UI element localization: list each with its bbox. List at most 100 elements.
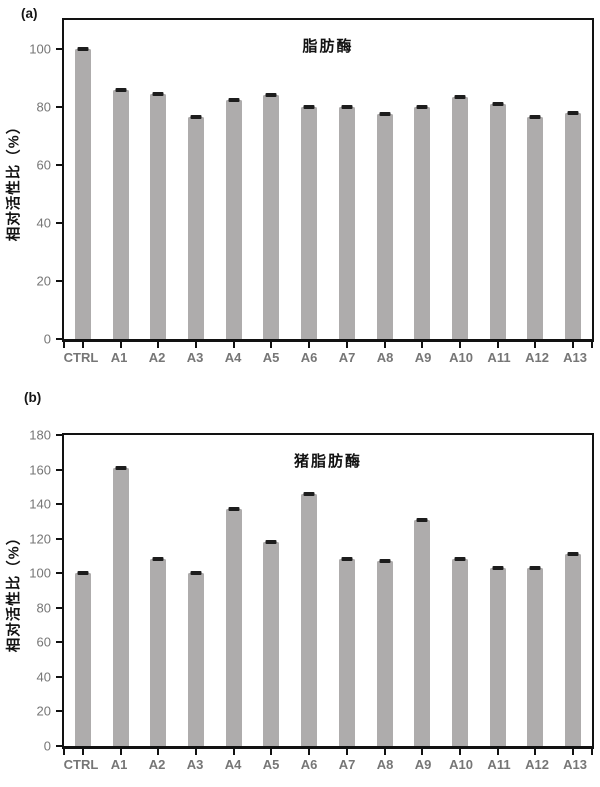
y-tick-label: 80: [36, 99, 51, 115]
x-tick-label: A6: [300, 757, 318, 772]
x-tick-label: A9: [414, 757, 432, 772]
bar-A5: [263, 540, 280, 746]
y-axis-tick: [56, 48, 63, 50]
y-axis-tick: [56, 106, 63, 108]
error-bar-cap: [228, 97, 240, 102]
x-tick-label: A3: [186, 350, 204, 365]
error-bar-cap: [341, 557, 353, 562]
x-tick-label: A9: [414, 350, 432, 365]
x-tick-label: A12: [525, 757, 549, 772]
bar-A12: [527, 566, 544, 746]
x-tick-label: A5: [262, 350, 280, 365]
y-tick-label: 40: [36, 215, 51, 231]
y-tick-label: 20: [36, 703, 51, 719]
x-axis-tick: [383, 749, 386, 755]
x-tick-label: A10: [449, 757, 473, 772]
plot-area-b: 猪脂肪酶: [56, 433, 594, 755]
x-tick-label: A2: [148, 757, 166, 772]
x-axis-corner-tick: [591, 749, 593, 755]
x-axis-corner-tick: [591, 342, 593, 348]
x-axis-tick: [345, 342, 348, 348]
bar-A13: [565, 552, 582, 746]
x-axis-tick: [232, 342, 235, 348]
x-axis-labels-b: CTRL A1 A2 A3 A4 A5 A6 A7 A8 A9 A10 A11 A12 A13: [62, 757, 594, 775]
y-tick-label: 100: [29, 41, 51, 57]
x-axis-tick: [157, 749, 160, 755]
x-tick-label: A3: [186, 757, 204, 772]
y-axis-tick: [56, 280, 63, 282]
y-axis-tick: [56, 641, 63, 644]
panel-label-a: (a): [21, 6, 38, 21]
x-tick-label: A6: [300, 350, 318, 365]
x-axis-corner-tick: [63, 342, 65, 348]
error-bar-cap: [152, 91, 164, 96]
y-tick-label: 180: [29, 427, 51, 443]
y-tick-label: 60: [36, 634, 51, 650]
error-bar-cap: [115, 87, 127, 92]
bar-A12: [527, 115, 544, 339]
error-bar-cap: [152, 557, 164, 562]
y-axis-tick: [56, 338, 63, 340]
x-tick-label: A8: [376, 350, 394, 365]
error-bar-cap: [228, 507, 240, 512]
bar-A1: [112, 465, 129, 746]
x-tick-label: A13: [563, 757, 587, 772]
bar-A3: [188, 115, 204, 339]
bar-A2: [150, 557, 167, 746]
y-axis-tick: [56, 537, 63, 540]
bar-A2: [150, 91, 167, 339]
y-axis-tick-labels-b: 0 20 40 60 80 100 120 140 160 180: [0, 429, 54, 753]
bar-A6: [301, 105, 318, 339]
y-tick-label: 100: [29, 565, 51, 581]
x-tick-label: A7: [338, 757, 356, 772]
bar-A3: [188, 571, 204, 746]
error-bar-cap: [115, 465, 127, 470]
y-axis-tick: [56, 222, 63, 224]
error-bar-cap: [529, 115, 541, 120]
error-bar-cap: [77, 571, 89, 576]
x-axis-tick: [232, 749, 235, 755]
error-bar-cap: [567, 552, 579, 557]
x-tick-label: CTRL: [63, 350, 99, 365]
x-axis-tick: [81, 342, 84, 348]
x-tick-label: CTRL: [63, 757, 99, 772]
x-axis-tick: [496, 749, 499, 755]
error-bar-cap: [454, 557, 466, 562]
bar-A10: [452, 94, 468, 339]
y-axis-tick: [56, 745, 63, 747]
error-bar-cap: [265, 93, 277, 98]
y-tick-label: 0: [43, 738, 51, 754]
y-axis-tick: [56, 503, 63, 506]
y-axis-tick: [56, 710, 63, 713]
bar-A13: [565, 110, 582, 339]
x-tick-label: A10: [449, 350, 473, 365]
x-tick-label: A13: [563, 350, 587, 365]
bar-A7: [338, 105, 355, 339]
x-axis-tick: [308, 342, 311, 348]
y-tick-label: 80: [36, 600, 51, 616]
x-tick-label: A4: [224, 350, 242, 365]
x-axis-tick: [345, 749, 348, 755]
x-axis-tick: [308, 749, 311, 755]
y-tick-label: 20: [36, 273, 51, 289]
x-tick-label: A12: [525, 350, 549, 365]
bar-A6: [301, 491, 318, 746]
y-axis-tick: [56, 468, 63, 471]
x-axis-tick: [421, 342, 424, 348]
error-bar-cap: [265, 540, 277, 545]
x-axis-tick: [195, 749, 197, 755]
chart-panel-b: (b) 相对活性比（%） 0 20 40 60 80 100 120 140 160 180 猪脂…: [0, 390, 600, 787]
chart-title-a: 脂肪酶: [302, 38, 354, 55]
error-bar-cap: [77, 47, 89, 51]
x-axis-tick: [195, 342, 197, 348]
x-axis-tick: [572, 342, 575, 348]
x-axis-tick: [572, 749, 575, 755]
error-bar-cap: [454, 94, 466, 99]
x-axis-tick: [157, 342, 160, 348]
y-tick-label: 0: [43, 331, 51, 347]
bar-A9: [414, 105, 431, 339]
x-axis-tick: [459, 749, 461, 755]
x-tick-label: A4: [224, 757, 242, 772]
bar-A11: [489, 566, 506, 746]
x-axis-tick: [383, 342, 386, 348]
